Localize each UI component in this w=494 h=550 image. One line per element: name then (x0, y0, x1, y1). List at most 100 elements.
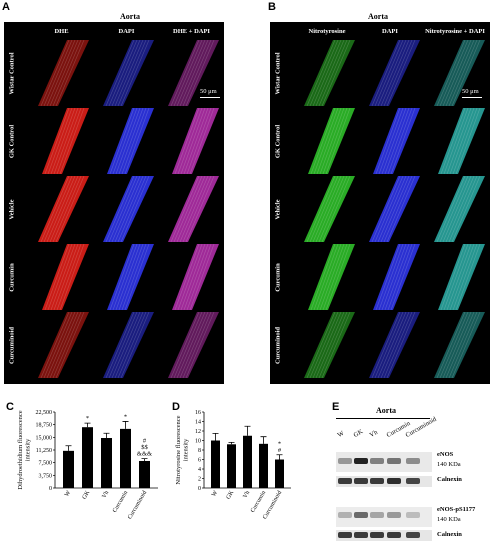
y-tick-label: 10 (195, 439, 201, 445)
significance-mark: &&& (137, 451, 152, 458)
bar (63, 450, 74, 488)
panel-e-title-line (336, 418, 430, 419)
error-bar (276, 454, 283, 460)
panel-b-tile (296, 244, 359, 310)
panel-a-tile (95, 244, 158, 310)
panel-b-tile (296, 176, 359, 242)
panel-b-tile (426, 244, 489, 310)
blot-enos-ps1177-label: eNOS-pS1177 (437, 506, 476, 513)
panel-b-tile (296, 312, 359, 378)
y-tick-label: 7,500 (39, 461, 53, 467)
chart-d: 0 2 4 6 8 10 12 14 16 Nitrotyrosine fluorescencei… (175, 410, 291, 520)
panel-b-col-merge: Nitrotyrosine + DAPI (425, 28, 485, 35)
panel-b-title: Aorta (368, 12, 388, 21)
panel-b-letter: B (268, 1, 276, 13)
y-tick-label: 8 (198, 448, 201, 454)
panel-a-row-label: Wistar Control (8, 52, 16, 95)
panel-a-title: Aorta (120, 12, 140, 21)
x-tick-label: Curcumin (250, 490, 267, 514)
panel-a-tile (160, 176, 223, 242)
error-bar (141, 458, 148, 461)
y-axis-label: Nitrotyrosine fluorescenceintensity (175, 415, 190, 484)
bar (243, 435, 252, 488)
panel-d-letter: D (172, 401, 180, 413)
panel-b-image: Nitrotyrosine DAPI Nitrotyrosine + DAPI … (270, 22, 490, 384)
bar (120, 428, 131, 488)
x-tick-label: Vh (242, 490, 251, 499)
panel-a-tile (30, 40, 93, 106)
y-tick-label: 0 (49, 486, 52, 492)
bar (101, 438, 112, 488)
error-bar (228, 442, 235, 445)
error-bar (65, 445, 72, 451)
panel-b-tile (426, 40, 489, 106)
blot-enos-kda: 140 KDa (437, 461, 461, 468)
panel-b-col-dapi: DAPI (382, 28, 398, 35)
blot-band (370, 512, 384, 518)
significance-mark: * (278, 440, 281, 447)
panel-e-title: Aorta (376, 406, 396, 415)
lane-label: GK (352, 428, 365, 439)
blot-band (338, 458, 352, 464)
blot-calnexin-2 (336, 530, 432, 541)
significance-mark: # (143, 438, 147, 445)
blot-band (354, 532, 368, 538)
blot-band (338, 532, 352, 538)
panel-a-row-label: GK Control (8, 124, 16, 159)
blot-band (406, 532, 420, 538)
blot-calnexin-1 (336, 476, 432, 487)
blot-band (406, 512, 420, 518)
y-tick-label: 18,750 (36, 423, 53, 429)
blot-band (406, 478, 420, 484)
bar (82, 427, 93, 488)
blot-band (338, 478, 352, 484)
error-bar (103, 432, 110, 439)
panel-b-tile (426, 108, 489, 174)
panel-a-tile (95, 176, 158, 242)
bar (139, 460, 150, 488)
blot-band (387, 532, 401, 538)
panel-a-tile (30, 176, 93, 242)
x-tick-label: Vh (101, 490, 110, 499)
panel-a-row-label: Curcuminoid (8, 326, 16, 365)
panel-b-row-label: Curcumin (274, 263, 282, 292)
blot-enos (336, 452, 432, 472)
y-tick-label: 11,250 (36, 448, 52, 454)
y-tick-label: 16 (195, 410, 201, 416)
significance-mark: $$ (141, 444, 148, 451)
x-tick-label: W (64, 490, 72, 498)
panel-b-tile (361, 108, 424, 174)
significance-mark: # (278, 447, 282, 454)
y-tick-label: 6 (198, 458, 201, 464)
panel-a-scale-bar (200, 97, 220, 98)
panel-a-tile (160, 40, 223, 106)
panel-b-tile (361, 40, 424, 106)
panel-b-tile (361, 176, 424, 242)
blot-enos-ps1177-kda: 140 KDa (437, 516, 461, 523)
blot-calnexin-1-label: Calnexin (437, 476, 462, 483)
y-tick-label: 2 (198, 477, 201, 483)
bar (227, 444, 236, 488)
panel-b-tile (296, 40, 359, 106)
y-tick-label: 15,000 (36, 435, 53, 441)
panel-a-tile (95, 40, 158, 106)
y-axis-label: Dihydroethidium fluorescenceintensity (17, 410, 32, 489)
error-bar (84, 422, 91, 428)
panel-a-tile (160, 312, 223, 378)
error-bar (244, 425, 251, 436)
blot-enos-label: eNOS (437, 451, 454, 458)
panel-b-col-nitro: Nitrotyrosine (308, 28, 346, 35)
x-tick-label: Curcuminoid (127, 490, 148, 520)
x-tick-label: GK (226, 489, 236, 500)
blot-band (406, 458, 420, 464)
panel-b-tile (361, 312, 424, 378)
panel-a-tile (95, 108, 158, 174)
bar (259, 443, 268, 488)
x-tick-label: Curcumin (112, 490, 129, 514)
panel-a-col-dhe: DHE (54, 28, 69, 35)
panel-b-scale-label: 50 μm (462, 88, 479, 95)
error-bar (260, 436, 267, 444)
blot-band (387, 512, 401, 518)
panel-a-letter: A (2, 1, 10, 13)
blot-band (354, 458, 368, 464)
